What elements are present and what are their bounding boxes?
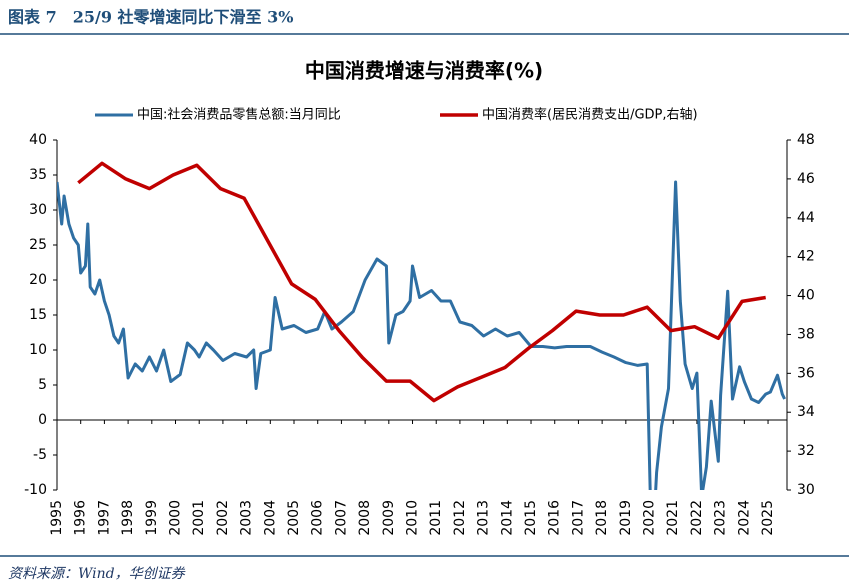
header-title: 图表 7 25/9 社零增速同比下滑至 3% [8,8,293,27]
series-line [77,161,766,403]
x-tick-label: 1997 [96,500,112,536]
x-tick-label: 2000 [168,500,184,536]
x-tick-label: 2018 [594,500,610,536]
x-tick-label: 2021 [665,500,681,536]
x-tick-label: 2011 [428,500,444,536]
series-line [57,180,786,490]
source: 资料来源：Wind，华创证券 [8,566,186,582]
y2-tick-label: 46 [797,171,815,187]
y2-tick-label: 34 [797,404,815,420]
x-tick-label: 2005 [286,500,302,536]
x-tick-label: 1999 [144,500,160,536]
y2-tick-label: 48 [797,132,815,148]
y2-tick-label: 32 [797,443,815,459]
x-tick-label: 2002 [215,500,231,536]
y-tick-label: 0 [38,412,47,428]
y2-tick-label: 42 [797,249,815,265]
x-tick-label: 2016 [547,500,563,536]
x-tick-label: 2003 [239,500,255,536]
x-tick-label: 2024 [736,500,752,536]
y2-tick-label: 44 [797,210,815,226]
x-tick-label: 2023 [713,500,729,536]
x-tick-label: 2006 [310,500,326,536]
y-tick-label: 25 [29,237,47,253]
x-tick-label: 2019 [618,500,634,536]
plot-area [57,161,786,490]
x-tick-label: 2014 [499,500,515,536]
x-tick-label: 2001 [191,500,207,536]
y2-tick-label: 30 [797,482,815,498]
x-tick-label: 2012 [452,500,468,536]
x-tick-label: 2004 [262,500,278,536]
x-tick-label: 2007 [333,500,349,536]
legend-label: 中国:社会消费品零售总额:当月同比 [137,107,341,123]
y-tick-label: 5 [38,377,47,393]
x-tick-label: 2013 [476,500,492,536]
y-tick-label: 15 [29,307,47,323]
y-tick-label: 30 [29,202,47,218]
legend-label: 中国消费率(居民消费支出/GDP,右轴) [482,107,698,123]
x-tick-label: 2020 [642,500,658,536]
x-tick-label: 2017 [570,500,586,536]
y-tick-label: -5 [33,447,47,463]
x-tick-label: 2022 [689,500,705,536]
y-tick-label: 20 [29,272,47,288]
chart-title: 中国消费增速与消费率(%) [305,59,543,83]
y-tick-label: 35 [29,167,47,183]
x-tick-label: 2025 [760,500,776,536]
x-tick-label: 1998 [120,500,136,536]
y2-tick-label: 36 [797,365,815,381]
y-tick-label: 10 [29,342,47,358]
x-tick-label: 1996 [73,500,89,536]
x-tick-label: 2015 [523,500,539,536]
x-tick-label: 2008 [357,500,373,536]
y2-tick-label: 40 [797,288,815,304]
y-tick-label: -10 [24,482,47,498]
x-tick-label: 2009 [381,500,397,536]
y2-tick-label: 38 [797,326,815,342]
y-tick-label: 40 [29,132,47,148]
x-tick-label: 2010 [405,500,421,536]
x-tick-label: 1995 [49,500,65,536]
